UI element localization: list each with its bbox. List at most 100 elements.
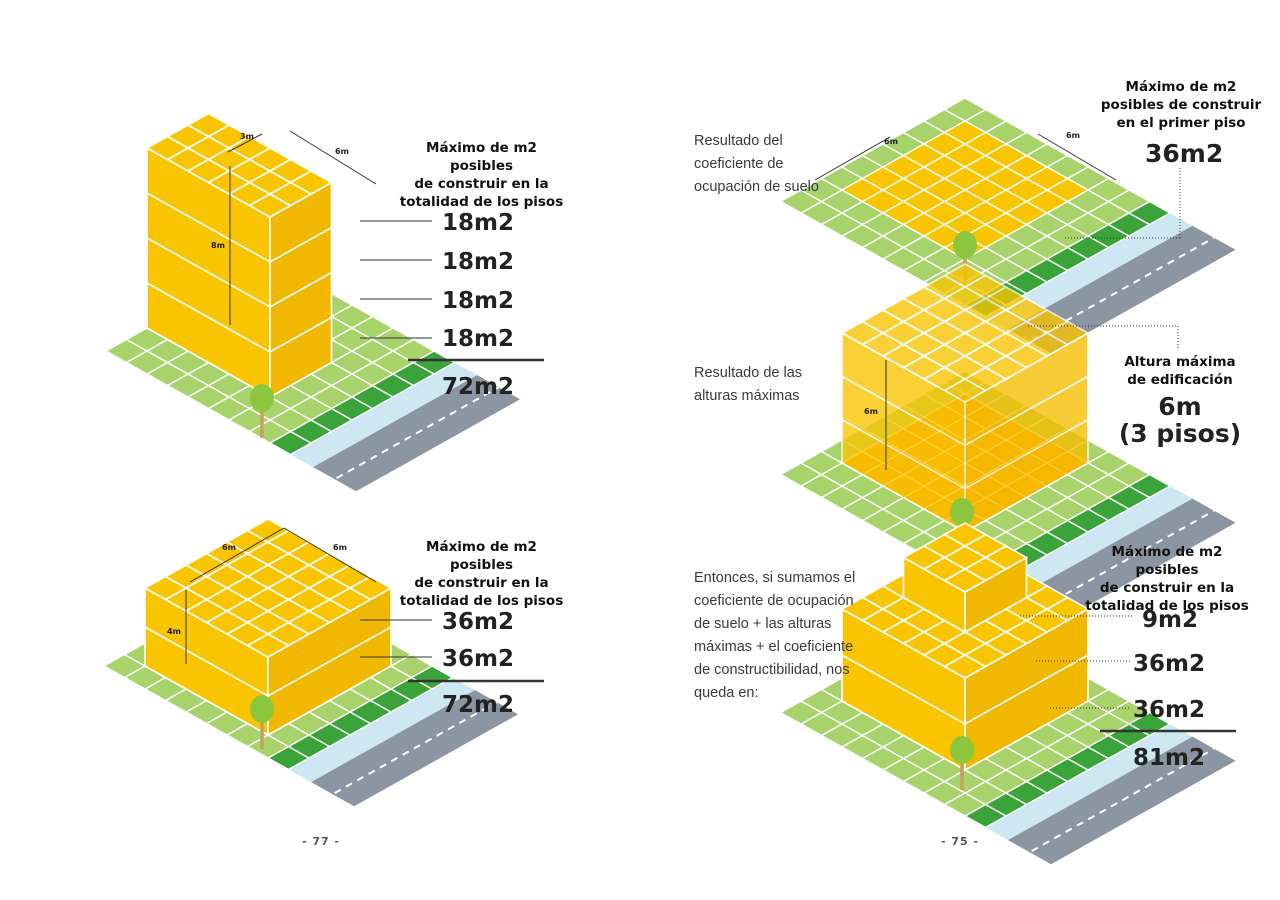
dimension-height-label: 6m xyxy=(864,407,878,416)
roof-tile xyxy=(942,522,988,547)
floor-area-value: 18m2 xyxy=(442,288,514,314)
occupation-tile xyxy=(943,120,987,145)
heading-total-floors-bottom: Máximo de m2 posibles de construir en la… xyxy=(394,538,569,610)
page-number-left: - 77 - xyxy=(302,835,341,848)
road-lane-marking xyxy=(336,386,500,479)
building-block xyxy=(143,518,393,737)
dimension-width-line xyxy=(283,527,377,583)
floor-area-value: 9m2 xyxy=(1142,607,1198,633)
description-line: Entonces, si sumamos el xyxy=(694,570,856,586)
description-line: Resultado del xyxy=(694,133,783,149)
lawn-tile xyxy=(943,97,987,122)
floor-area-value: 18m2 xyxy=(442,249,514,275)
description-max-height: Resultado de las alturas máximas xyxy=(694,362,802,408)
dimension-depth-label: 3m xyxy=(240,132,254,141)
value-line: (3 pisos) xyxy=(1118,419,1242,448)
building-block xyxy=(145,112,334,399)
value-line: 6m xyxy=(1158,392,1202,421)
road xyxy=(1008,736,1236,865)
heading-line: Máximo de m2 posibles xyxy=(426,140,537,174)
road-lane-marking xyxy=(334,701,498,794)
sidewalk xyxy=(985,724,1193,841)
heading-line: totalidad de los pisos xyxy=(399,194,564,210)
tree-icon xyxy=(950,736,974,764)
building-block xyxy=(901,522,1029,634)
first-floor-area-value: 36m2 xyxy=(1145,139,1224,168)
heading-line: en el primer piso xyxy=(1116,115,1246,131)
floor-line xyxy=(146,282,332,353)
heading-line: Máximo de m2 xyxy=(1125,79,1237,95)
description-line: coeficiente de xyxy=(694,156,784,172)
description-line: máximas + el coeficiente xyxy=(694,639,854,655)
description-line: coeficiente de ocupación xyxy=(694,593,854,609)
dimension-right-line xyxy=(1037,133,1117,181)
heading-line: de construir en la xyxy=(414,575,549,591)
sidewalk xyxy=(288,677,476,783)
scene-max-height xyxy=(779,263,1236,627)
page-number-right: - 75 - xyxy=(941,835,980,848)
total-area-value: 81m2 xyxy=(1133,745,1205,771)
heading-line: Altura máxima xyxy=(1124,354,1236,370)
floor-line xyxy=(146,237,332,308)
dimension-width-label: 6m xyxy=(333,543,347,552)
heading-line: posibles de construir xyxy=(1100,97,1262,113)
heading-line: de construir en la xyxy=(1099,580,1235,596)
dimension-width-line xyxy=(289,130,377,185)
floor-area-value: 36m2 xyxy=(442,646,514,672)
floor-line xyxy=(841,654,1089,725)
total-area-value: 72m2 xyxy=(442,374,514,400)
heading-first-floor: Máximo de m2 posibles de construir en el… xyxy=(1096,78,1266,132)
road xyxy=(1008,498,1236,627)
description-line: alturas máximas xyxy=(694,388,800,404)
roof-tile xyxy=(245,518,291,543)
tree-icon xyxy=(953,231,977,259)
tree-icon xyxy=(250,695,274,723)
dimension-height-label: 8m xyxy=(211,241,225,250)
tree-trunk xyxy=(260,719,264,749)
floor-line xyxy=(841,375,1089,447)
total-area-value: 72m2 xyxy=(442,692,514,718)
heading-line: totalidad de los pisos xyxy=(1085,598,1249,614)
floor-line xyxy=(146,192,332,263)
floor-line xyxy=(841,419,1089,490)
road-lane-marking xyxy=(1031,236,1215,341)
road-lane-marking xyxy=(1031,747,1215,852)
floor-area-value: 36m2 xyxy=(1133,651,1205,677)
tree-trunk xyxy=(960,760,964,790)
building-block xyxy=(840,263,1090,534)
tree-icon xyxy=(250,384,274,412)
road-lane-marking xyxy=(1031,509,1215,614)
dimension-left-line xyxy=(814,136,891,181)
floor-area-value: 18m2 xyxy=(442,210,514,236)
dimension-depth-line xyxy=(227,133,263,153)
floor-area-value: 36m2 xyxy=(442,609,514,635)
floor-area-value: 18m2 xyxy=(442,326,514,352)
description-line: Resultado de las xyxy=(694,365,803,381)
heading-line: totalidad de los pisos xyxy=(399,593,564,609)
roof-tile xyxy=(186,112,231,138)
heading-combined-total: Máximo de m2 posibles de construir en la… xyxy=(1078,543,1256,615)
sidewalk xyxy=(985,486,1193,603)
description-ground-occupation: Resultado del coeficiente de ocupación d… xyxy=(694,130,819,199)
heading-line: Máximo de m2 posibles xyxy=(426,539,537,573)
heading-max-height: Altura máxima de edificación xyxy=(1098,353,1262,389)
dimension-right-label: 6m xyxy=(1066,131,1080,140)
leader-lines xyxy=(360,168,1236,733)
description-line: de constructibilidad, nos xyxy=(694,662,850,678)
description-line: ocupación de suelo xyxy=(694,179,819,195)
description-line: queda en: xyxy=(694,685,759,701)
description-combined-result: Entonces, si sumamos el coeficiente de o… xyxy=(694,567,855,705)
dimension-left-label: 6m xyxy=(884,137,898,146)
scene-combined-result xyxy=(779,522,1236,865)
heading-line: de construir en la xyxy=(414,176,549,192)
roof-tile xyxy=(942,263,988,288)
dimension-depth-label: 6m xyxy=(222,543,236,552)
sidewalk xyxy=(985,213,1193,330)
tree-trunk xyxy=(260,408,264,438)
description-line: de suelo + las alturas xyxy=(694,616,832,632)
tree-icon xyxy=(950,498,974,526)
dimension-height-label: 4m xyxy=(167,627,181,636)
dimension-depth-line xyxy=(189,527,285,583)
floor-area-value: 36m2 xyxy=(1133,697,1205,723)
